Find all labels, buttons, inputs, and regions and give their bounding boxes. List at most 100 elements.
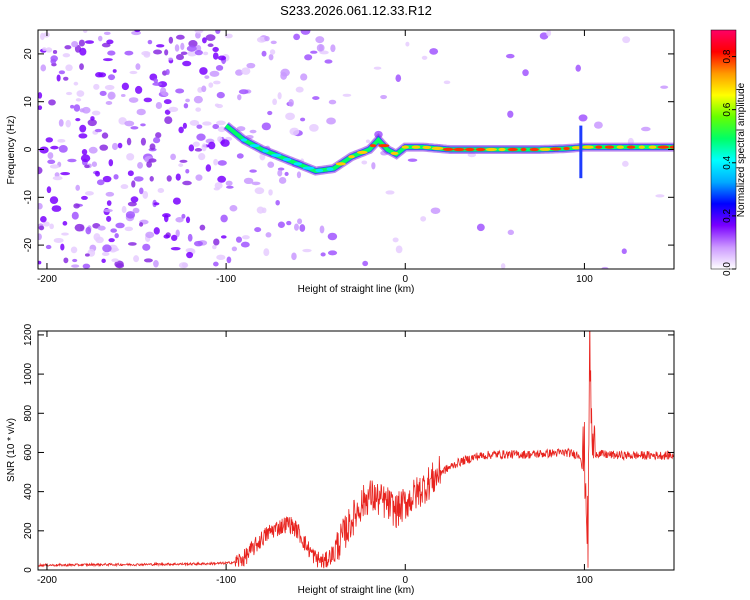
spectrogram-noise-blob	[153, 137, 161, 144]
spectrogram-noise-blob	[103, 208, 113, 213]
spectrogram-noise-blob	[217, 136, 223, 142]
ridge-peak	[648, 145, 657, 149]
spectrogram-noise-blob	[103, 31, 111, 36]
x-tick-label: -100	[216, 575, 236, 586]
ridge-peak	[507, 147, 518, 152]
spectrogram-noise-blob	[46, 186, 52, 194]
spectrogram-noise-blob	[48, 99, 56, 106]
spectrogram-noise-blob	[395, 245, 403, 254]
spectrogram-noise-blob	[70, 246, 78, 254]
spectrogram-noise-blob	[62, 221, 68, 226]
spectrogram-noise-blob	[217, 126, 226, 133]
spectrogram-noise-blob	[147, 39, 153, 45]
spectrogram-noise-blob	[128, 97, 139, 103]
spectrogram-noise-blob	[81, 195, 88, 200]
colorbar: 0.0 0.2 0.4 0.6 0.8 Normalized spectral ampl…	[710, 29, 747, 276]
spectrogram-noise-blob	[67, 158, 77, 163]
spectrogram-noise-blob	[49, 223, 54, 230]
x-tick-label: 100	[576, 575, 593, 586]
spectrogram-noise-blob	[130, 196, 139, 203]
ridge-peak	[282, 157, 292, 162]
spectrogram-noise-blob	[121, 205, 127, 214]
spectrogram-noise-blob	[120, 93, 126, 97]
spectrogram-noise-blob	[108, 159, 114, 167]
spectrogram-noise-blob	[277, 92, 282, 100]
ridge-peak	[626, 145, 636, 149]
spectrogram-noise-blob	[73, 104, 81, 112]
ridge-peak	[485, 147, 497, 152]
spectrogram-noise-blob	[265, 232, 272, 238]
spectrogram-noise-blob	[170, 246, 181, 251]
spectrogram-noise-blob	[362, 260, 369, 267]
ridge-peak	[604, 145, 615, 149]
spectrogram-noise-blob	[38, 233, 42, 241]
spectrogram-noise-blob	[201, 143, 207, 152]
spectrogram-noise-blob	[186, 45, 197, 52]
spectrogram-noise-blob	[202, 37, 207, 44]
spectrogram-noise-blob	[294, 223, 299, 231]
spectrogram-noise-blob	[58, 144, 68, 153]
spectrogram-noise-blob	[163, 214, 169, 223]
spectrogram-noise-blob	[275, 199, 280, 206]
spectrogram-noise-blob	[392, 237, 399, 243]
spectrogram-noise-blob	[107, 50, 116, 56]
spectrogram-noise-blob	[45, 137, 54, 143]
spectrogram-noise-blob	[430, 207, 441, 214]
spectrogram-noise-blob	[278, 176, 287, 184]
spectrogram-noise-blob	[380, 94, 388, 100]
ridge-peak	[378, 144, 390, 148]
spectrogram-noise-blob	[621, 248, 627, 255]
spectrogram-noise-blob	[73, 81, 79, 86]
spectrogram-noise-blob	[168, 57, 173, 61]
colorbar-gradient	[710, 29, 737, 270]
spectrogram-noise-blob	[79, 47, 87, 56]
spectrogram-noise-blob	[622, 160, 629, 167]
spectrogram-noise-blob	[216, 91, 225, 99]
y-tick-label: 0	[23, 567, 34, 573]
spectrogram-noise-blob	[153, 227, 160, 235]
spectrogram-noise-blob	[180, 42, 185, 51]
spectrogram-noise-blob	[181, 213, 186, 219]
spectrogram-noise-blob	[288, 99, 294, 107]
spectrogram-noise-blob	[213, 158, 219, 166]
chart-title: S233.2026.061.12.33.R12	[280, 3, 432, 18]
ridge-peak	[271, 153, 282, 157]
spectrogram-noise-blob	[140, 123, 146, 127]
spectrogram-noise-blob	[216, 120, 226, 126]
spectrogram-noise-blob	[175, 34, 185, 40]
spectrogram-noise-blob	[522, 69, 529, 77]
spectrogram-noise-blob	[106, 39, 114, 45]
ridge-peak	[563, 146, 570, 151]
spectrogram-noise-blob	[171, 234, 178, 241]
spectrogram-noise-blob	[65, 64, 73, 72]
spectrogram-noise-blob	[105, 191, 115, 197]
spectrogram-noise-blob	[593, 121, 603, 129]
spectrogram-noise-blob	[178, 126, 184, 134]
spectrogram-noise-blob	[128, 242, 137, 246]
spectrogram-noise-blob	[102, 175, 112, 183]
ridge-peak	[529, 147, 539, 152]
spectrogram-noise-blob	[93, 83, 100, 90]
spectrogram-noise-blob	[421, 55, 428, 60]
spectrogram-noise-blob	[199, 67, 208, 75]
ridge-peak	[302, 166, 315, 170]
spectrogram-noise-blob	[58, 119, 64, 127]
spectrogram-noise-blob	[149, 176, 154, 182]
spectrogram-noise-blob	[127, 170, 134, 177]
spectrogram-noise-blob	[140, 137, 146, 146]
spectrogram-noise-blob	[155, 132, 162, 139]
spectrogram-noise-blob	[70, 104, 75, 109]
spectrogram-noise-blob	[99, 144, 109, 151]
spectrogram-noise-blob	[365, 139, 370, 143]
spectrogram-x-ticks: -200 -100 0 100	[37, 30, 593, 285]
spectrogram-noise-blob	[249, 169, 257, 173]
spectrogram-noise-blob	[93, 233, 101, 241]
spectrogram-noise-blob	[134, 30, 141, 33]
spectrogram-noise-blob	[215, 65, 224, 71]
spectrogram-noise-blob	[75, 184, 81, 191]
spectrogram-noise-blob	[40, 215, 47, 223]
spectrogram-noise-blob	[153, 202, 160, 206]
spectrogram-noise-blob	[208, 141, 216, 150]
spectrogram-marks	[38, 30, 674, 269]
spectrogram-noise-blob	[135, 85, 143, 94]
